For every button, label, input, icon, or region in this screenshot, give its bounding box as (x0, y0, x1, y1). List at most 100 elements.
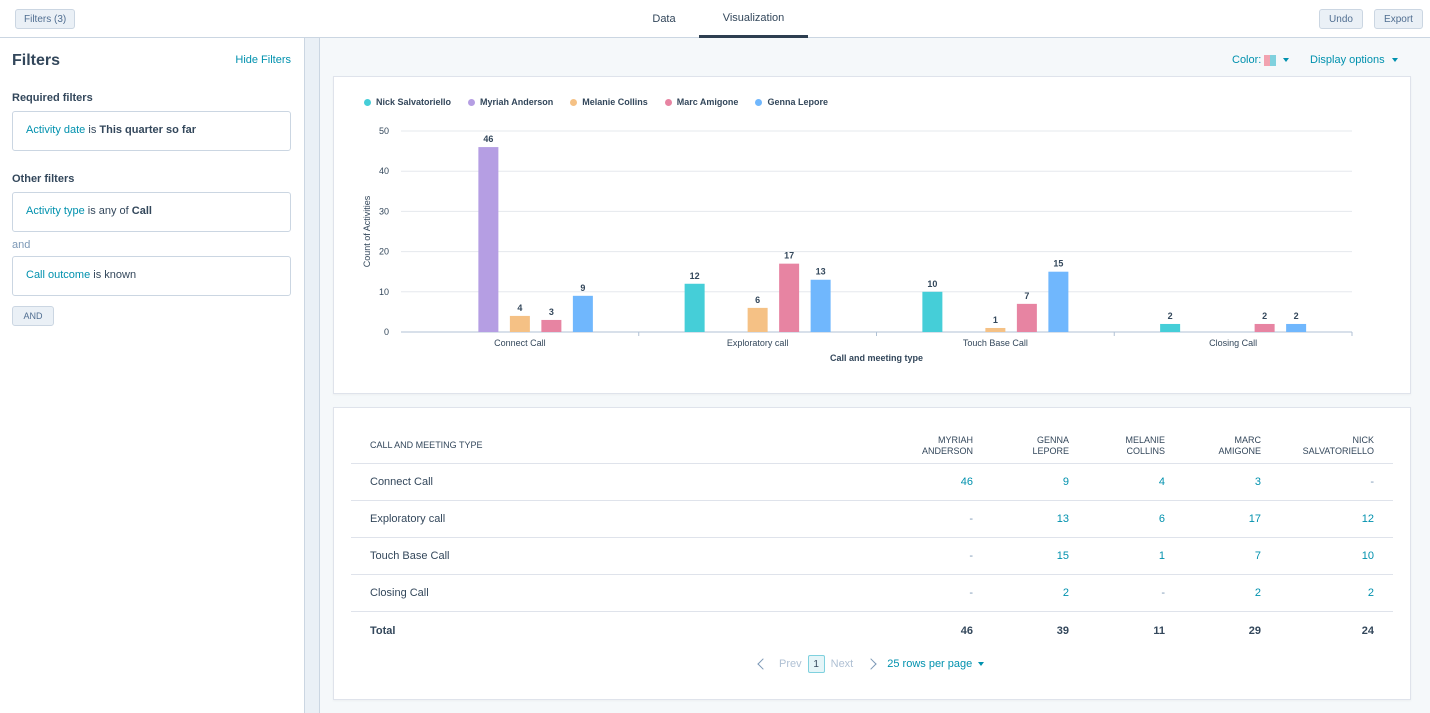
filters-toggle-button[interactable]: Filters (3) (15, 9, 76, 29)
filter-call-outcome[interactable]: Call outcome is known (12, 256, 291, 296)
table-cell[interactable]: 2 (1062, 587, 1069, 599)
total-cell: 11 (1153, 624, 1165, 637)
column-header[interactable]: GENNA LEPORE (1032, 428, 1069, 463)
bar[interactable] (1016, 303, 1037, 332)
x-axis-label: Call and meeting type (830, 353, 923, 363)
table-cell: - (969, 513, 973, 525)
column-header[interactable]: CALL AND MEETING TYPE (370, 440, 483, 450)
table-cell[interactable]: 1 (1158, 550, 1165, 562)
rows-per-page-dropdown[interactable]: 25 rows per page (887, 658, 985, 670)
table-cell[interactable]: 2 (1254, 587, 1261, 599)
data-label: 6 (755, 295, 760, 305)
table-cell: - (1370, 476, 1374, 488)
prev-page-button[interactable]: Prev (779, 658, 802, 670)
table-cell: - (969, 587, 973, 599)
header-line: SALVATORIELLO (1302, 445, 1374, 456)
table-cell[interactable]: 6 (1158, 513, 1165, 525)
table-total-row: Total 46 39 11 29 24 (351, 612, 1393, 649)
legend-label: Myriah Anderson (480, 97, 554, 107)
chevron-left-icon[interactable] (757, 658, 769, 670)
table-cell[interactable]: 13 (1056, 513, 1069, 525)
filters-title: Filters (12, 52, 61, 69)
other-filters-label: Other filters (12, 173, 75, 185)
table-cell: - (969, 550, 973, 562)
legend-item[interactable]: Nick Salvatoriello (364, 97, 451, 107)
table-cell[interactable]: 10 (1361, 550, 1374, 562)
table-cell[interactable]: 17 (1248, 513, 1261, 525)
add-and-filter-button[interactable]: AND (12, 306, 54, 326)
page-number-button[interactable]: 1 (807, 655, 825, 673)
bar[interactable] (985, 327, 1006, 332)
header-line: COLLINS (1126, 445, 1165, 456)
table-cell[interactable]: 9 (1062, 476, 1069, 488)
bar[interactable] (810, 279, 831, 332)
bar[interactable] (779, 263, 800, 332)
filter-operator: is known (93, 269, 137, 281)
bar[interactable] (1160, 323, 1181, 332)
data-label: 7 (1024, 291, 1029, 301)
export-button[interactable]: Export (1374, 9, 1423, 29)
chevron-down-icon (978, 662, 985, 666)
table-cell[interactable]: 4 (1158, 476, 1165, 488)
tab-visualization[interactable]: Visualization (699, 0, 808, 38)
data-label: 2 (1262, 311, 1267, 321)
color-picker[interactable]: Color: (1232, 54, 1290, 66)
panel-scrollbar[interactable] (305, 38, 320, 713)
header-line: MELANIE (1125, 434, 1165, 445)
bar[interactable] (478, 147, 499, 332)
total-cell: 46 (960, 624, 973, 637)
filter-field: Call outcome (26, 269, 91, 281)
table-cell[interactable]: 12 (1361, 513, 1374, 525)
legend-item[interactable]: Melanie Collins (570, 97, 648, 107)
filter-activity-type[interactable]: Activity type is any of Call (12, 192, 291, 232)
column-header[interactable]: MELANIE COLLINS (1125, 428, 1165, 463)
table-cell[interactable]: 15 (1056, 550, 1069, 562)
table-cell[interactable]: 2 (1367, 587, 1374, 599)
data-label: 12 (690, 271, 700, 281)
bar[interactable] (684, 283, 705, 332)
y-tick-label: 50 (379, 126, 389, 136)
bar[interactable] (1254, 323, 1275, 332)
tab-data[interactable]: Data (652, 13, 676, 25)
data-label: 2 (1168, 311, 1173, 321)
filter-field: Activity type (26, 205, 85, 217)
display-options-dropdown[interactable]: Display options (1310, 54, 1398, 66)
chart-legend: Nick Salvatoriello Myriah Anderson Melanie… (364, 97, 828, 107)
table-cell[interactable]: 46 (960, 476, 973, 488)
y-tick-label: 0 (384, 327, 389, 337)
y-tick-label: 30 (379, 206, 389, 216)
legend-item[interactable]: Myriah Anderson (468, 97, 553, 107)
and-connector: and (12, 239, 31, 251)
bar[interactable] (922, 291, 943, 332)
data-label: 46 (483, 134, 493, 144)
column-header[interactable]: MYRIAH ANDERSON (922, 428, 973, 463)
legend-swatch (755, 98, 763, 106)
bar[interactable] (572, 295, 593, 332)
bar[interactable] (747, 307, 768, 332)
table-cell[interactable]: 3 (1254, 476, 1261, 488)
x-tick-label: Closing Call (1209, 338, 1257, 348)
table-row: Connect Call 46 9 4 3 - (351, 464, 1393, 501)
chevron-right-icon[interactable] (865, 658, 877, 670)
legend-item[interactable]: Genna Lepore (755, 97, 828, 107)
data-table: CALL AND MEETING TYPE MYRIAH ANDERSON GEN… (351, 428, 1393, 649)
bar[interactable] (509, 315, 530, 332)
data-label: 10 (927, 279, 937, 289)
bar[interactable] (1048, 271, 1069, 332)
bar[interactable] (541, 319, 562, 332)
x-tick-label: Touch Base Call (963, 338, 1028, 348)
bar[interactable] (1286, 323, 1307, 332)
table-cell[interactable]: 7 (1254, 550, 1261, 562)
pagination: Prev 1 Next 25 rows per page (757, 655, 985, 673)
undo-button[interactable]: Undo (1319, 9, 1363, 29)
legend-item[interactable]: Marc Amigone (664, 97, 738, 107)
header-line: LEPORE (1032, 445, 1069, 456)
filter-field: Activity date (26, 124, 86, 136)
color-swatch-icon (1264, 54, 1277, 66)
column-header[interactable]: MARC AMIGONE (1218, 428, 1261, 463)
hide-filters-link[interactable]: Hide Filters (235, 54, 291, 66)
next-page-button[interactable]: Next (830, 658, 854, 670)
column-header[interactable]: NICK SALVATORIELLO (1303, 428, 1374, 463)
required-filter-activity-date[interactable]: Activity date is This quarter so far (12, 111, 291, 151)
row-label: Closing Call (370, 587, 429, 599)
